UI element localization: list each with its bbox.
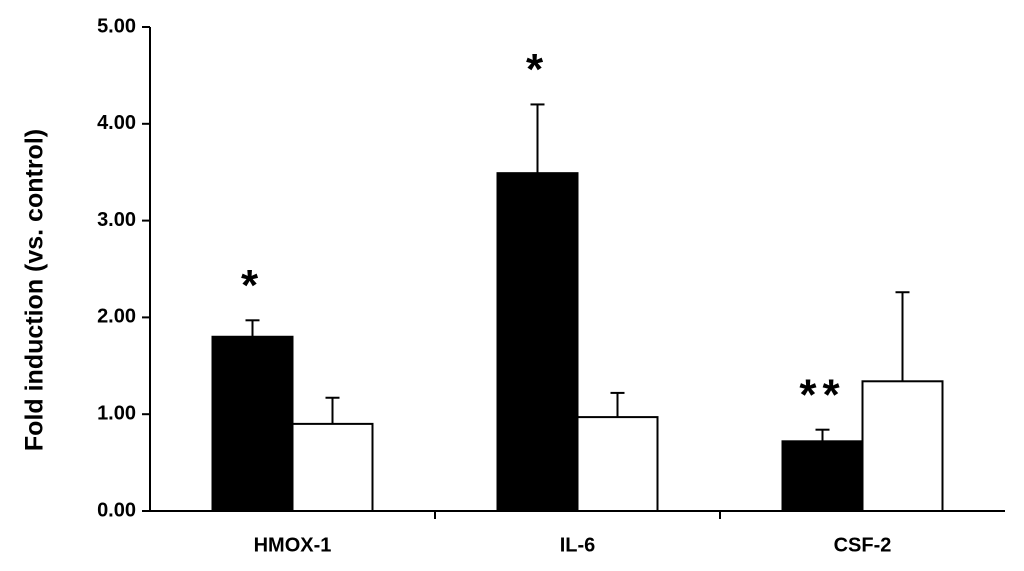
significance-mark: ** (799, 370, 845, 419)
y-tick-label: 0.00 (97, 499, 136, 521)
bar (291, 422, 374, 513)
bar (211, 335, 294, 513)
x-tick-label: HMOX-1 (254, 534, 332, 556)
y-tick-label: 5.00 (97, 15, 136, 37)
bar (781, 440, 864, 512)
x-tick-label: IL-6 (560, 534, 596, 556)
bar (576, 416, 659, 513)
bar (496, 172, 579, 512)
y-tick-label: 2.00 (97, 306, 136, 328)
y-tick-label: 1.00 (97, 402, 136, 424)
y-tick-label: 4.00 (97, 112, 136, 134)
significance-mark: * (526, 45, 549, 94)
y-axis-label: Fold induction (vs. control) (21, 129, 49, 451)
significance-mark: * (241, 261, 264, 310)
y-tick-label: 3.00 (97, 209, 136, 231)
x-tick-label: CSF-2 (834, 534, 892, 556)
bar (861, 380, 944, 512)
